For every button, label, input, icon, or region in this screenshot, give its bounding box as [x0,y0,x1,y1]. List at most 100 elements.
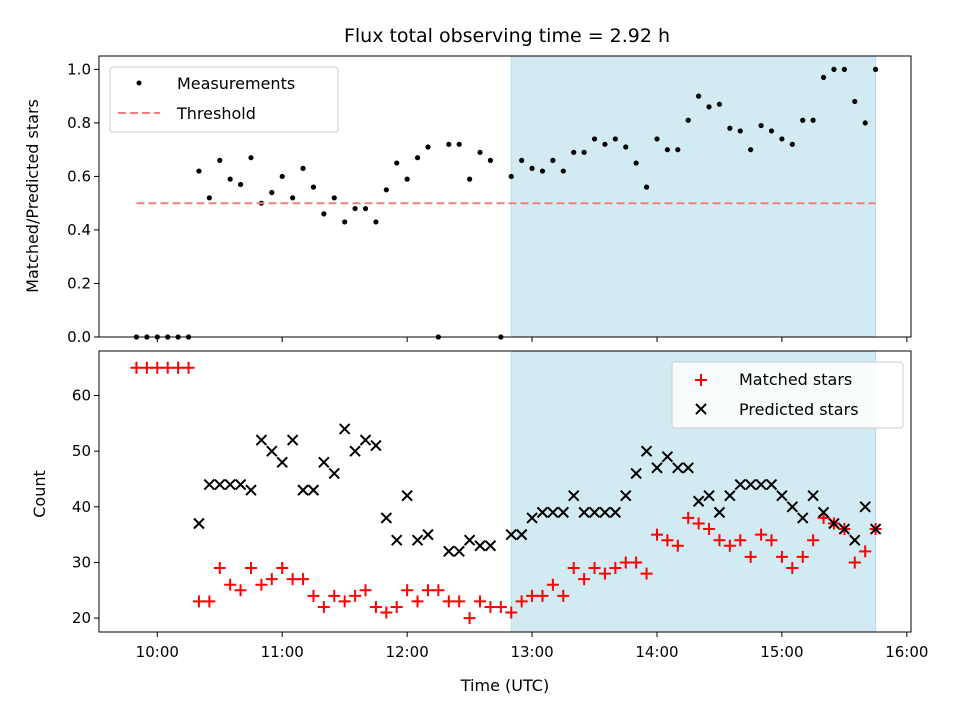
predicted-star-point [380,512,393,524]
matched-star-point [297,573,310,586]
predicted-star-point [214,478,226,491]
measurement-point [404,176,410,182]
ratio-ytick-label: 0.6 [67,167,91,185]
matched-star-point [598,567,611,580]
matched-star-point [807,534,820,547]
measurement-point [862,120,868,126]
matched-star-point [369,600,382,613]
matched-star-point [682,511,695,524]
measurement-point [820,74,827,81]
count-legend-box [671,361,904,429]
matched-star-point [140,361,153,374]
matched-star-point [734,534,747,547]
matched-star-point [411,595,424,608]
count-panel-frame [98,350,912,633]
predicted-star-point [640,445,653,457]
matched-star-point [484,600,497,613]
matched-star-point [338,595,351,608]
matched-star-point [453,595,466,608]
measurements-legend-marker [136,80,142,86]
matched-star-point [172,361,185,374]
ratio-ytick-label: 0.8 [67,114,91,132]
predicted-star-point [443,545,455,558]
measurement-point [716,101,723,107]
predicted-star-point [651,462,663,474]
measurement-point [852,98,858,105]
count-ylabel: Count [30,470,49,518]
matched-star-point [546,578,559,591]
predicted-star-point [859,501,871,513]
matched-star-point [859,545,872,558]
measurement-point [196,168,202,174]
measurement-point [789,141,795,147]
ratio-panel: 0.0 0.2 0.4 0.6 0.8 1.0 Matched/Predicted sta… [23,55,912,346]
matched-star-point [224,578,237,591]
predicted-star-point [203,478,216,491]
measurement-point [841,66,847,72]
count-ytick-label: 60 [72,387,91,405]
matched-star-point [265,573,278,586]
measurement-point [591,136,598,142]
measurement-point [508,173,514,180]
matched-star-point [775,550,788,563]
matched-star-point [130,361,143,374]
predicted-star-point [630,467,642,480]
measurement-point [467,176,473,182]
predicted-star-point [713,506,726,519]
ratio-shaded-region [510,55,877,338]
measurement-point [664,147,671,153]
matched-star-point [192,595,205,608]
measurement-point [373,219,379,225]
matched-star-point [650,528,663,541]
predicted-star-point [411,534,424,546]
predicted-star-point [318,456,330,468]
count-ytick-label: 20 [72,609,91,627]
count-xtick-label: 15:00 [760,643,803,661]
matched-star-point [557,589,570,602]
measurement-point [352,205,358,212]
predicted-star-point [682,462,694,474]
measurement-point [779,136,785,142]
measurement-point [654,136,660,142]
measurement-point [529,165,535,171]
measurement-point [279,173,285,180]
predicted-star-point [515,528,528,541]
count-xtick-label: 13:00 [510,643,553,661]
matched-star-point [390,600,403,613]
matched-star-point [692,517,705,530]
matched-star-point [588,562,601,575]
measurement-point [737,128,743,134]
predicted-star-point [578,506,590,519]
count-xtick-label: 12:00 [386,643,429,661]
measurement-point [560,168,566,174]
measurement-point [643,184,650,190]
matched-star-point [578,573,591,586]
measurement-point [623,144,629,150]
measurement-point [748,147,754,153]
predicted-star-point [536,506,549,519]
predicted-legend-marker [695,403,707,415]
matched-star-point [432,584,445,597]
ratio-panel-frame [98,55,912,338]
predicted-star-point [807,489,819,502]
matched-star-point [463,612,476,625]
predicted-star-point [620,489,632,502]
matched-star-point [671,539,684,552]
measurement-point [633,160,639,166]
predicted-star-point [557,506,570,519]
measurement-point [477,149,483,155]
matched-star-point [640,567,653,580]
ratio-legend-box [109,66,339,133]
measurement-point [758,122,764,129]
matched-star-point [744,550,757,563]
measurement-point [446,141,452,147]
matched-star-point [796,550,809,563]
predicted-star-point [276,456,288,468]
legend-predicted: Predicted stars [739,400,859,419]
predicted-star-point [391,534,403,546]
matched-star-point [515,595,528,608]
measurement-point [727,125,733,131]
matched-star-point [755,528,768,541]
predicted-star-point [599,506,611,519]
